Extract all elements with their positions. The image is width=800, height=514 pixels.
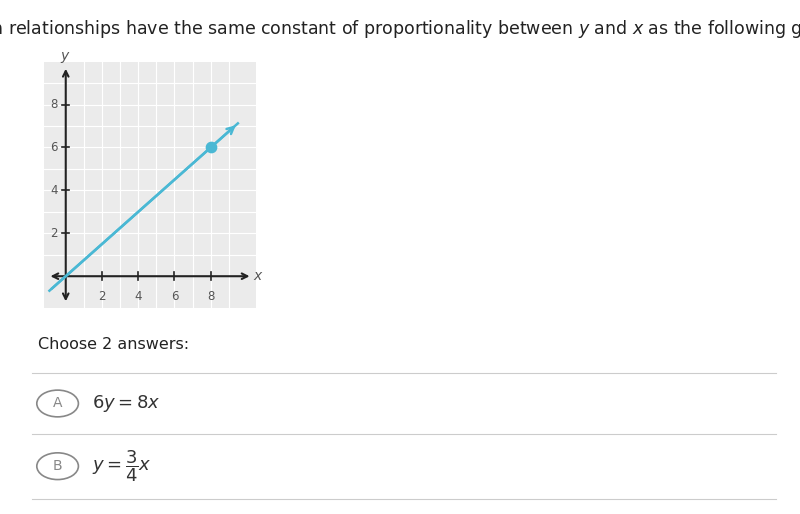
Text: Choose 2 answers:: Choose 2 answers: [38,337,190,352]
Point [204,143,217,152]
Text: $y = \dfrac{3}{4}x$: $y = \dfrac{3}{4}x$ [92,448,152,484]
Text: 8: 8 [207,290,214,303]
Text: 6: 6 [50,141,58,154]
Text: Which relationships have the same constant of proportionality between $y$ and $x: Which relationships have the same consta… [0,18,800,40]
Text: 2: 2 [50,227,58,240]
Text: $6y = 8x$: $6y = 8x$ [92,393,161,414]
Text: 8: 8 [50,98,58,111]
Text: 6: 6 [170,290,178,303]
Text: 2: 2 [98,290,106,303]
Text: A: A [53,396,62,411]
Text: 4: 4 [134,290,142,303]
Text: 4: 4 [50,184,58,197]
Text: B: B [53,459,62,473]
Text: $x$: $x$ [254,269,264,283]
Text: $y$: $y$ [60,50,71,65]
